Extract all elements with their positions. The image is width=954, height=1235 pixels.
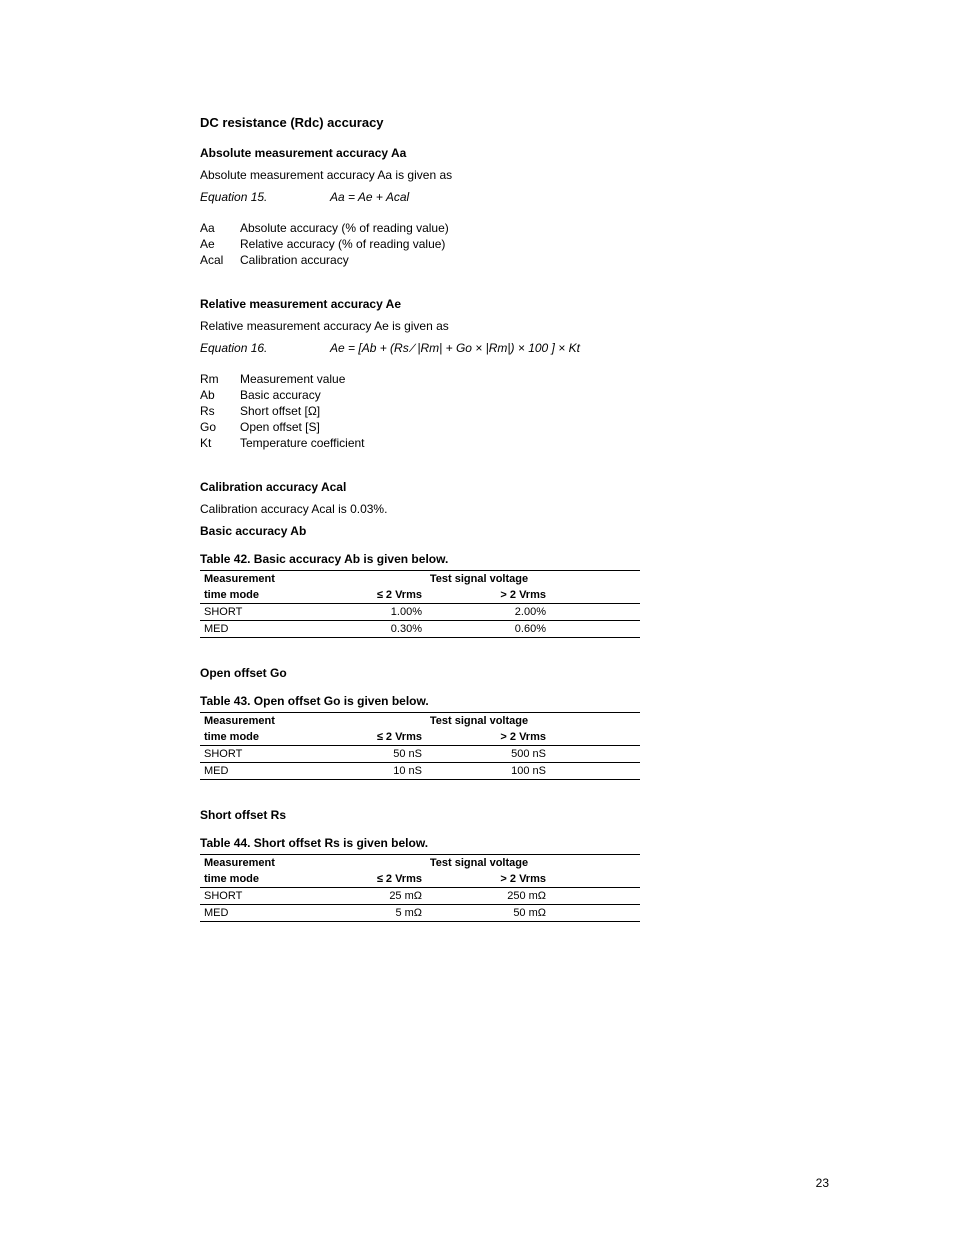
def-desc: Short offset [Ω]	[240, 403, 829, 419]
def-term: Acal	[200, 252, 240, 268]
ab-section-title: Basic accuracy Ab	[200, 524, 829, 538]
hdr-test-signal: Test signal voltage	[318, 854, 640, 871]
hdr-measurement: Measurement	[200, 570, 318, 587]
table-43: Measurement Test signal voltage time mod…	[200, 712, 640, 780]
eq-label: Equation 16.	[200, 341, 330, 355]
sub2-intro: Relative measurement accuracy Ae is give…	[200, 319, 829, 333]
go-section-title: Open offset Go	[200, 666, 829, 680]
def-term: Rm	[200, 371, 240, 387]
def-desc: Calibration accuracy	[240, 252, 829, 268]
sub2-title: Relative measurement accuracy Ae	[200, 297, 829, 311]
table-42: Measurement Test signal voltage time mod…	[200, 570, 640, 638]
cell: 0.30%	[318, 620, 442, 637]
page-number: 23	[816, 1176, 829, 1190]
def-desc: Open offset [S]	[240, 419, 829, 435]
table43-title: Table 43. Open offset Go is given below.	[200, 694, 829, 708]
equation-16: Equation 16. Ae = [Ab + (Rs ∕ |Rm| + Go …	[200, 341, 829, 355]
cell: MED	[200, 904, 318, 921]
cell: 2.00%	[442, 603, 566, 620]
table44-title: Table 44. Short offset Rs is given below…	[200, 836, 829, 850]
cell: MED	[200, 620, 318, 637]
eq-label: Equation 15.	[200, 190, 330, 204]
cell: MED	[200, 762, 318, 779]
cell: 1.00%	[318, 603, 442, 620]
hdr-le2: ≤ 2 Vrms	[318, 729, 442, 746]
cell: 5 mΩ	[318, 904, 442, 921]
hdr-gt2: > 2 Vrms	[442, 729, 566, 746]
hdr-gt2: > 2 Vrms	[442, 587, 566, 604]
def-term: Go	[200, 419, 240, 435]
cell: 10 nS	[318, 762, 442, 779]
hdr-measurement: Measurement	[200, 712, 318, 729]
eq-formula: Aa = Ae + Acal	[330, 190, 409, 204]
equation-15: Equation 15. Aa = Ae + Acal	[200, 190, 829, 204]
cell: SHORT	[200, 745, 318, 762]
hdr-test-signal: Test signal voltage	[318, 570, 640, 587]
def-desc: Temperature coefficient	[240, 435, 829, 451]
def-desc: Basic accuracy	[240, 387, 829, 403]
hdr-le2: ≤ 2 Vrms	[318, 871, 442, 888]
def-term: Ab	[200, 387, 240, 403]
table42-title: Table 42. Basic accuracy Ab is given bel…	[200, 552, 829, 566]
sub2-defs: RmMeasurement value AbBasic accuracy RsS…	[200, 371, 829, 452]
hdr-le2: ≤ 2 Vrms	[318, 587, 442, 604]
hdr-gt2: > 2 Vrms	[442, 871, 566, 888]
cell: SHORT	[200, 603, 318, 620]
hdr-test-signal: Test signal voltage	[318, 712, 640, 729]
cell: 50 mΩ	[442, 904, 566, 921]
def-desc: Absolute accuracy (% of reading value)	[240, 220, 829, 236]
sub1-title: Absolute measurement accuracy Aa	[200, 146, 829, 160]
cell: 250 mΩ	[442, 887, 566, 904]
sub3-body: Calibration accuracy Acal is 0.03%.	[200, 502, 829, 516]
def-term: Rs	[200, 403, 240, 419]
def-desc: Measurement value	[240, 371, 829, 387]
section-title: DC resistance (Rdc) accuracy	[200, 115, 829, 130]
cell: 0.60%	[442, 620, 566, 637]
def-desc: Relative accuracy (% of reading value)	[240, 236, 829, 252]
hdr-time-mode: time mode	[200, 587, 318, 604]
sub1-intro: Absolute measurement accuracy Aa is give…	[200, 168, 829, 182]
cell: 50 nS	[318, 745, 442, 762]
cell: 100 nS	[442, 762, 566, 779]
hdr-time-mode: time mode	[200, 871, 318, 888]
def-term: Ae	[200, 236, 240, 252]
cell: 25 mΩ	[318, 887, 442, 904]
cell: SHORT	[200, 887, 318, 904]
def-term: Aa	[200, 220, 240, 236]
eq-formula: Ae = [Ab + (Rs ∕ |Rm| + Go × |Rm|) × 100…	[330, 341, 580, 355]
hdr-time-mode: time mode	[200, 729, 318, 746]
sub3-title: Calibration accuracy Acal	[200, 480, 829, 494]
cell: 500 nS	[442, 745, 566, 762]
rs-section-title: Short offset Rs	[200, 808, 829, 822]
hdr-measurement: Measurement	[200, 854, 318, 871]
page: DC resistance (Rdc) accuracy Absolute me…	[0, 0, 954, 1235]
table-44: Measurement Test signal voltage time mod…	[200, 854, 640, 922]
def-term: Kt	[200, 435, 240, 451]
sub1-defs: AaAbsolute accuracy (% of reading value)…	[200, 220, 829, 269]
